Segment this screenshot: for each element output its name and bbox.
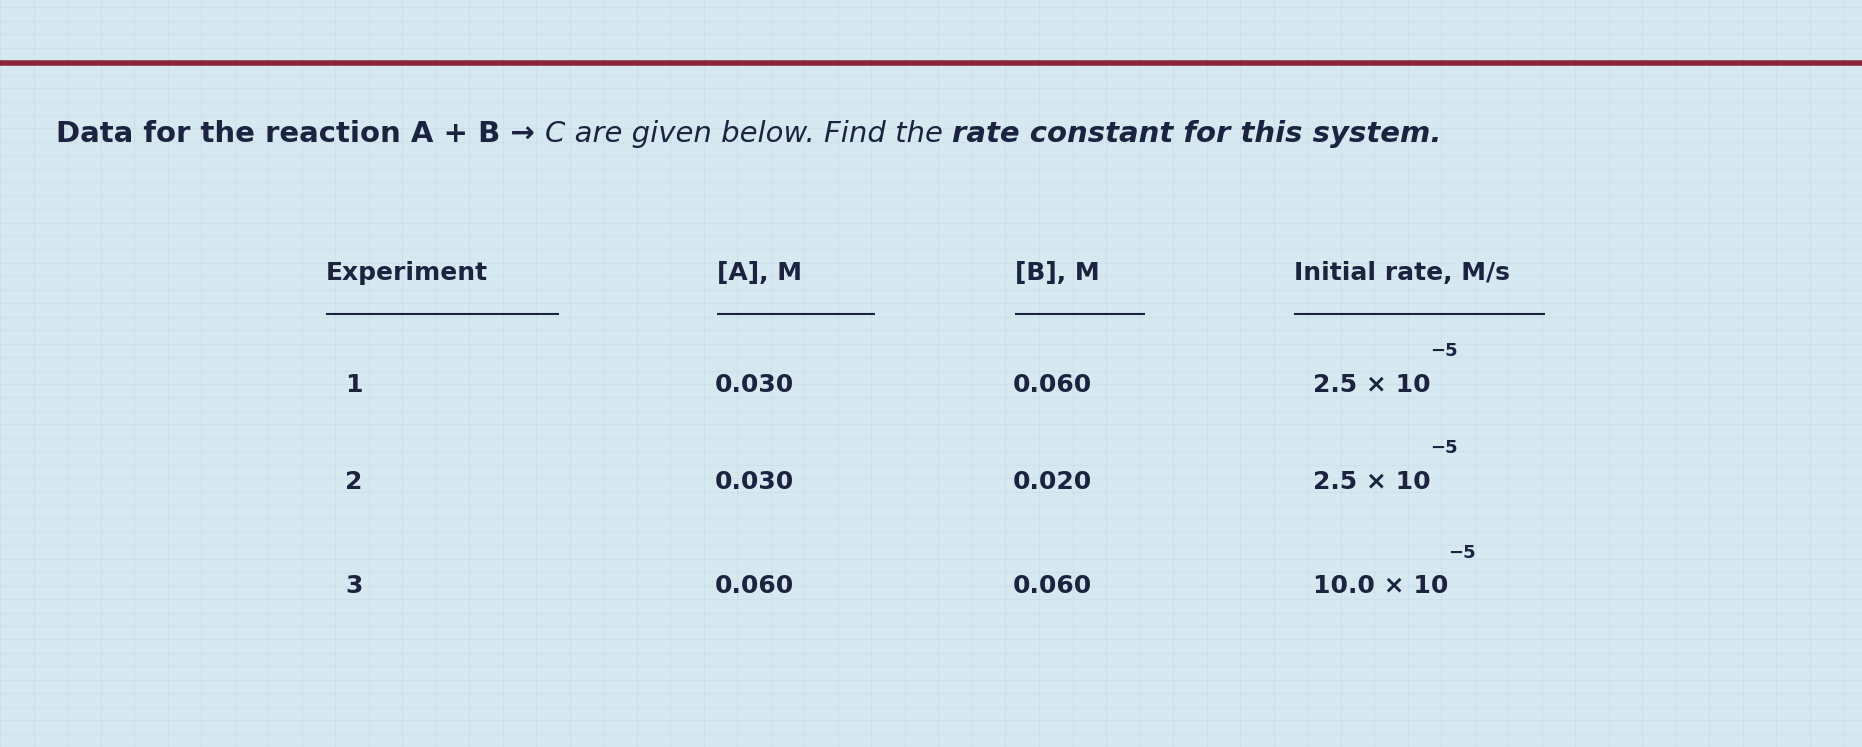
Text: 0.020: 0.020: [1013, 470, 1091, 494]
Text: 0.060: 0.060: [715, 574, 793, 598]
Text: Initial rate, M/s: Initial rate, M/s: [1294, 261, 1510, 285]
Text: [A], M: [A], M: [717, 261, 803, 285]
Text: 2.5 × 10: 2.5 × 10: [1313, 470, 1430, 494]
Text: −5: −5: [1430, 439, 1458, 457]
Text: 10.0 × 10: 10.0 × 10: [1313, 574, 1449, 598]
Text: Data for the reaction A + B →: Data for the reaction A + B →: [56, 120, 546, 149]
Text: Experiment: Experiment: [326, 261, 488, 285]
Text: 0.060: 0.060: [1013, 574, 1091, 598]
Text: rate constant for this system.: rate constant for this system.: [951, 120, 1441, 149]
Text: 2.5 × 10: 2.5 × 10: [1313, 373, 1430, 397]
Text: 1: 1: [344, 373, 363, 397]
Text: [B], M: [B], M: [1015, 261, 1099, 285]
Text: 0.030: 0.030: [715, 470, 793, 494]
Text: 2: 2: [344, 470, 363, 494]
Text: 0.030: 0.030: [715, 373, 793, 397]
Text: C are given below. Find the: C are given below. Find the: [546, 120, 951, 149]
Text: 0.060: 0.060: [1013, 373, 1091, 397]
Text: −5: −5: [1430, 342, 1458, 360]
Text: 3: 3: [344, 574, 363, 598]
Text: −5: −5: [1449, 544, 1477, 562]
